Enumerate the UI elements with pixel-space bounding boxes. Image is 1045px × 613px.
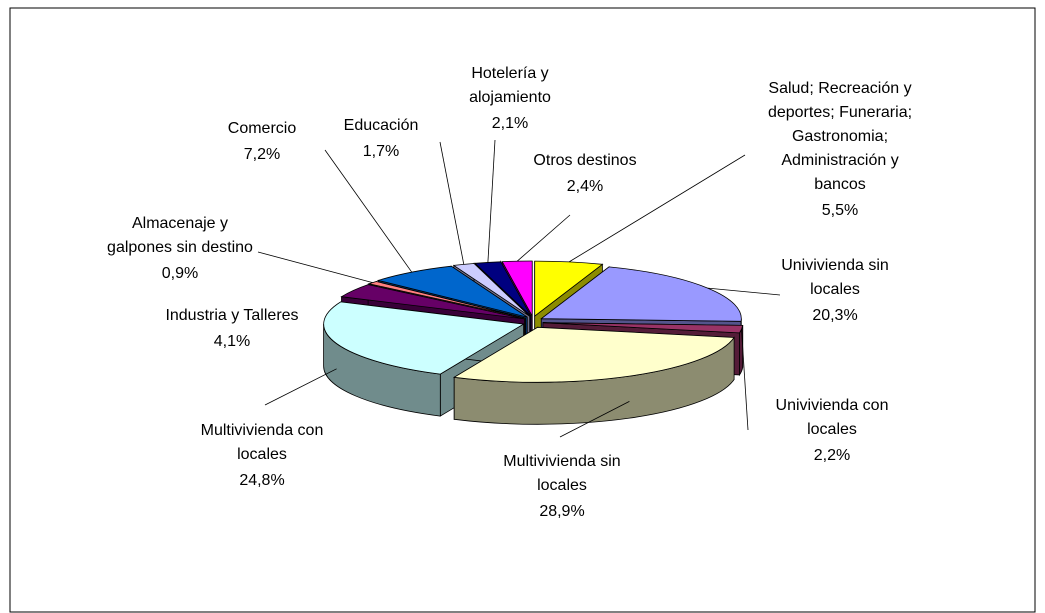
value-label: 20,3%	[812, 307, 857, 324]
value-label: 4,1%	[214, 333, 250, 350]
leader-line	[559, 401, 630, 438]
category-label: Hotelería y alojamiento	[469, 65, 551, 106]
category-label: Almacenaje y galpones sin destino	[107, 215, 253, 256]
leader-line	[516, 214, 571, 262]
value-label: 1,7%	[363, 143, 399, 160]
slice	[474, 261, 532, 317]
category-label: Multivivienda con locales	[201, 422, 324, 463]
value-label: 0,9%	[162, 265, 198, 282]
category-label: Salud; Recreación y deportes; Funeraria; G…	[768, 80, 912, 193]
category-label: Educación	[344, 117, 419, 134]
slice	[540, 266, 742, 322]
category-label: Comercio	[228, 120, 297, 137]
leader-line	[487, 139, 496, 263]
slice	[323, 301, 525, 375]
value-label: 2,2%	[814, 447, 850, 464]
slice	[340, 284, 525, 320]
category-label: Univivienda con locales	[776, 397, 889, 438]
leader-line	[707, 287, 781, 296]
slice	[453, 326, 735, 383]
value-label: 2,1%	[492, 115, 528, 132]
category-label: Univivienda sin locales	[781, 257, 889, 298]
value-label: 24,8%	[239, 472, 284, 489]
leader-line	[439, 141, 465, 265]
category-label: Multivivienda sin locales	[503, 453, 620, 494]
value-label: 5,5%	[822, 202, 858, 219]
slice	[367, 281, 526, 319]
leader-line	[257, 251, 373, 283]
value-label: 28,9%	[539, 503, 584, 520]
leader-line	[741, 329, 749, 431]
value-label: 2,4%	[567, 178, 603, 195]
category-label: Otros destinos	[533, 152, 636, 169]
slice	[534, 260, 604, 317]
leader-line	[264, 368, 337, 406]
leader-line	[568, 154, 746, 263]
category-label: Industria y Talleres	[165, 307, 298, 324]
value-label: 7,2%	[244, 146, 280, 163]
slice	[542, 322, 744, 334]
leader-line	[324, 149, 413, 273]
